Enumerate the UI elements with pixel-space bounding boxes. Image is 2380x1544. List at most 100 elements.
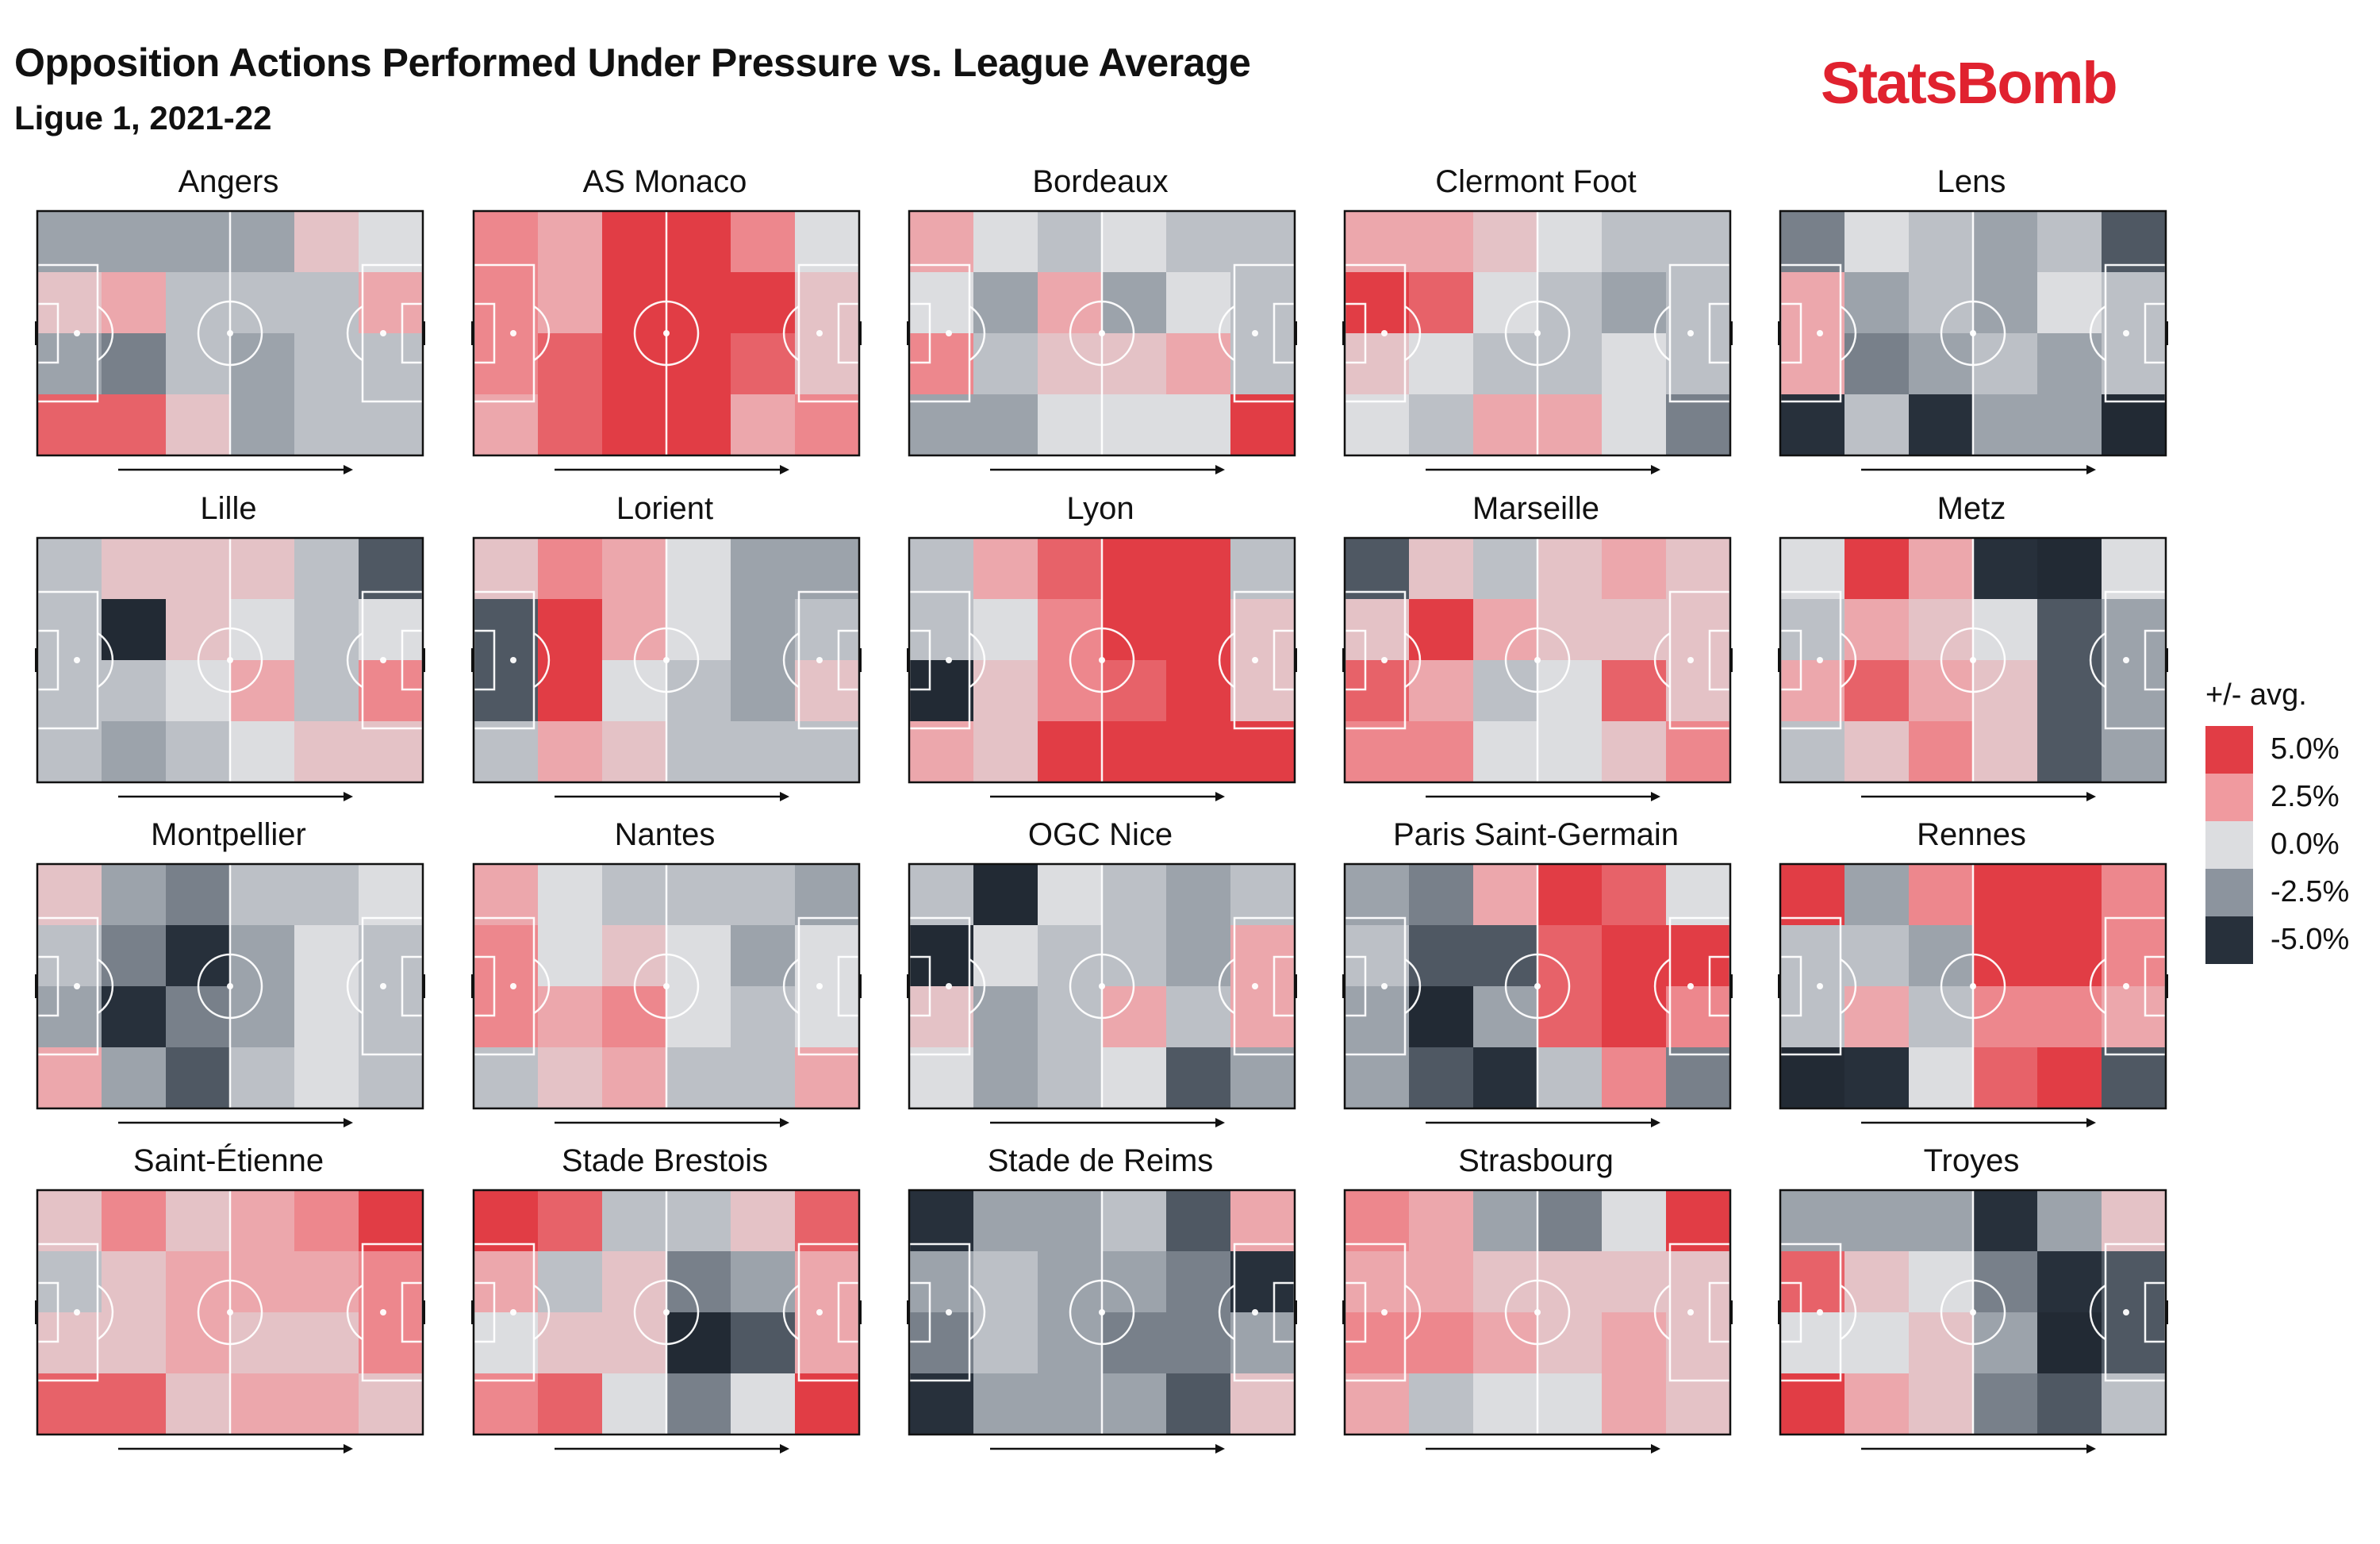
pitch-border	[36, 209, 424, 457]
center-circle	[1940, 627, 2006, 693]
heatmap-cell	[102, 1373, 167, 1435]
right-penalty-arc	[1218, 1284, 1235, 1341]
pitch-heatmap	[907, 862, 1297, 1127]
right-penalty-spot	[2123, 657, 2129, 663]
heatmap-cell	[1602, 721, 1667, 783]
heatmap-cell	[909, 1312, 974, 1374]
right-goal	[1730, 974, 1733, 998]
attack-direction-arrowhead	[2086, 792, 2096, 801]
heatmap-cell	[1666, 864, 1731, 926]
legend-entry: 0.0%	[2205, 821, 2372, 869]
heatmap-cell	[166, 1190, 231, 1252]
heatmap-cell	[1844, 864, 1910, 926]
heatmap-cell	[1973, 1047, 2038, 1109]
heatmap-cell	[1909, 1047, 1974, 1109]
heatmap-cell	[1844, 986, 1910, 1048]
heatmap-cell	[538, 394, 603, 456]
heatmap-cell	[359, 1312, 424, 1374]
left-goal	[1342, 974, 1345, 998]
heatmap-cell	[602, 1047, 667, 1109]
pitch-border	[36, 536, 424, 784]
heatmap-cell	[731, 1373, 796, 1435]
attack-direction-arrowhead	[2086, 1444, 2096, 1454]
heatmap-cell	[1973, 394, 2038, 456]
heatmap-cell	[1602, 1373, 1667, 1435]
team-name: Lens	[1937, 164, 2006, 199]
pitch-heatmap	[1778, 536, 2168, 801]
team-panel: Paris Saint-Germain	[1342, 816, 1733, 1141]
right-penalty-spot	[1687, 1309, 1694, 1315]
heatmap-cell	[602, 394, 667, 456]
team-name: Paris Saint-Germain	[1392, 817, 1679, 852]
pitch-border	[472, 862, 861, 1110]
team-name: Lorient	[616, 491, 714, 526]
heatmap-cell	[1102, 1190, 1167, 1252]
heatmap-cell	[2102, 1312, 2167, 1374]
heatmap-cell	[294, 394, 359, 456]
heatmap-cell	[2037, 1190, 2102, 1252]
heatmap-cell	[1844, 925, 1910, 987]
right-penalty-spot	[1252, 657, 1258, 663]
left-penalty-spot	[1817, 983, 1823, 989]
heatmap-cell	[1166, 721, 1231, 783]
heatmap-cell	[666, 1373, 731, 1435]
heatmap-cell	[2037, 1047, 2102, 1109]
team-panel: Strasbourg	[1342, 1142, 1733, 1467]
pitch-border	[1779, 862, 2167, 1110]
heatmap-cell	[166, 864, 231, 926]
left-goal	[907, 1300, 909, 1324]
heatmap-cell	[731, 394, 796, 456]
pitch-border	[472, 536, 861, 784]
legend-swatch	[2205, 869, 2253, 916]
heatmap-cell	[909, 1047, 974, 1109]
heatmap-cell	[2037, 211, 2102, 273]
attack-direction-arrowhead	[1651, 1444, 1660, 1454]
heatmap-cell	[973, 864, 1038, 926]
chart-subtitle: Ligue 1, 2021-22	[14, 99, 272, 136]
heatmap-cell	[538, 1190, 603, 1252]
right-penalty-spot	[380, 330, 386, 336]
center-circle	[197, 627, 263, 693]
heatmap-cell	[1102, 1373, 1167, 1435]
heatmap-cell	[474, 721, 539, 783]
right-penalty-arc	[346, 305, 363, 362]
heatmap-cell	[2102, 333, 2167, 395]
heatmap-cell	[102, 660, 167, 722]
heatmap-cell	[102, 986, 167, 1048]
right-penalty-spot	[816, 330, 823, 336]
heatmap-cell	[230, 1373, 295, 1435]
heatmap-cell	[2102, 864, 2167, 926]
pitch-border	[908, 862, 1296, 1110]
center-circle	[1940, 953, 2006, 1020]
pitch-border	[1343, 209, 1732, 457]
heatmap-cell	[1230, 211, 1296, 273]
heatmap-cell	[37, 333, 102, 395]
right-goal	[1295, 974, 1297, 998]
heatmap-cell	[102, 272, 167, 334]
heatmap-cell	[2102, 721, 2167, 783]
right-penalty-spot	[2123, 983, 2129, 989]
heatmap-cell	[102, 925, 167, 987]
left-penalty-spot	[74, 1309, 80, 1315]
heatmap-cell	[1666, 721, 1731, 783]
right-penalty-spot	[816, 657, 823, 663]
heatmap-cell	[1102, 721, 1167, 783]
left-penalty-arc	[969, 958, 986, 1015]
team-panel: Lorient	[471, 490, 862, 815]
left-goal	[907, 974, 909, 998]
center-spot	[1099, 1309, 1105, 1315]
heatmap-cell	[230, 1190, 295, 1252]
right-goal	[2166, 321, 2168, 345]
heatmap-cell	[1666, 1312, 1731, 1374]
left-penalty-spot	[74, 983, 80, 989]
left-penalty-spot	[1817, 657, 1823, 663]
heatmap-cell	[1038, 1373, 1103, 1435]
right-penalty-arc	[346, 958, 363, 1015]
heatmap-cell	[166, 1373, 231, 1435]
legend-swatch	[2205, 726, 2253, 774]
heatmap-cell	[1909, 394, 1974, 456]
right-penalty-arc	[782, 1284, 800, 1341]
heatmap-cell	[1409, 986, 1474, 1048]
heatmap-cell	[1973, 538, 2038, 600]
team-panel: Bordeaux	[907, 163, 1297, 488]
